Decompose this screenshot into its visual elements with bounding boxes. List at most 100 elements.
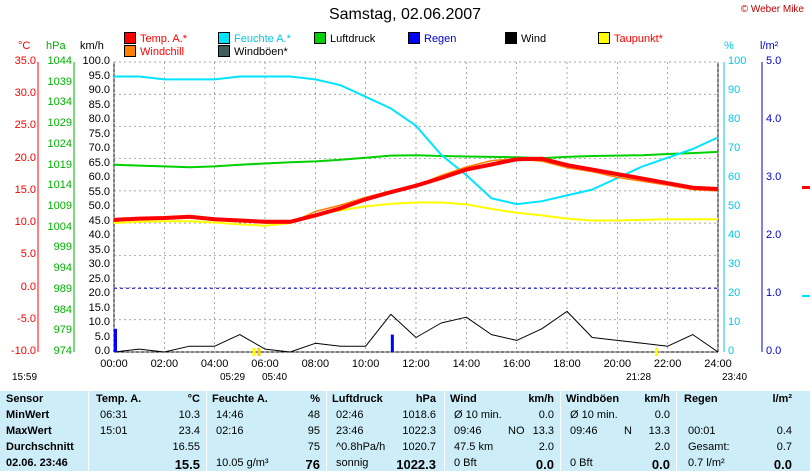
temp-tick: -5.0	[17, 312, 36, 325]
pressure-tick: 1044	[47, 55, 72, 67]
row-label: 02.06. 23:46	[6, 457, 68, 469]
windboen-value: 0.0	[651, 457, 670, 472]
rain-tick: 5.0	[766, 55, 782, 67]
table-column-separator	[444, 391, 445, 471]
rain-tick: 0.0	[766, 345, 782, 357]
wind-tick: 50.0	[88, 200, 110, 212]
wind-value: 13.3	[532, 425, 554, 437]
legend-item-7: Windböen*	[218, 45, 288, 58]
windboen-direction: N	[624, 425, 632, 437]
temp-tick: 5.0	[20, 248, 36, 261]
pressure-tick: 1039	[47, 75, 72, 88]
luftdruck-time: 23:46	[336, 425, 364, 437]
table-column-separator	[88, 391, 89, 471]
humidity-tick: 80	[728, 113, 741, 125]
humidity-tick: 30	[728, 258, 741, 270]
regen-label: Gesamt:	[688, 441, 730, 453]
sunrise-time: 05:29	[220, 372, 246, 383]
humidity-tick: 90	[728, 84, 741, 96]
legend-label: Windböen*	[234, 46, 288, 58]
windboen-value: 2.0	[654, 441, 670, 453]
windboen-label: Ø 10 min.	[570, 409, 618, 421]
regen-value: 0.4	[776, 425, 792, 437]
table-column-separator	[206, 391, 207, 471]
pressure-tick: 989	[53, 282, 72, 295]
chart-title: Samstag, 02.06.2007	[328, 6, 482, 23]
pressure-tick: 1004	[47, 220, 72, 233]
humidity-tick: 60	[728, 171, 741, 183]
right-humidity-mark	[802, 295, 810, 297]
legend-swatch	[314, 32, 326, 44]
pressure-tick: 974	[53, 345, 72, 357]
right-temp-mark	[802, 186, 810, 189]
header-luftdruck-unit: hPa	[415, 393, 436, 405]
wind-tick: 80.0	[88, 113, 110, 125]
rain-tick: 1.0	[766, 287, 782, 299]
header-wind: Wind	[450, 393, 477, 405]
pressure-tick: 984	[53, 303, 72, 316]
rain-bar	[390, 334, 394, 352]
series-line-tempa	[113, 156, 719, 224]
legend-swatch	[408, 32, 420, 44]
wind-tick: 25.0	[88, 272, 110, 285]
wind-tick: 90.0	[88, 84, 110, 96]
temp-tick: 25.0	[14, 119, 36, 132]
copyright-text: © Weber Mike	[740, 4, 804, 15]
pressure-tick: 1019	[47, 158, 72, 171]
wind-tick: 10.0	[88, 316, 110, 328]
wind-value: 2.0	[538, 441, 554, 453]
pressure-tick: 994	[53, 262, 72, 275]
humidity-tick: 50	[728, 200, 741, 212]
wind-value: 0.0	[535, 457, 554, 472]
time-tick: 00:00	[100, 358, 128, 370]
feuchte-time: 02:16	[216, 425, 244, 437]
header-feuchte-unit: %	[310, 393, 320, 405]
time-tick: 08:00	[301, 358, 330, 370]
luftdruck-value: 1022.3	[396, 457, 436, 472]
rain-unit-label: l/m²	[760, 40, 779, 52]
table-column-separator	[326, 391, 327, 471]
wind-unit-label: km/h	[80, 40, 104, 52]
header-temp-unit: °C	[187, 393, 200, 405]
header-regen: Regen	[684, 393, 718, 405]
wind-value: 0.0	[538, 409, 554, 421]
time-tick: 12:00	[402, 358, 430, 370]
pressure-tick: 1029	[47, 117, 72, 130]
luftdruck-value: 1020.7	[402, 441, 436, 453]
temp-value: 23.4	[178, 425, 200, 437]
wind-tick: 45.0	[88, 214, 110, 227]
sunset-time-2: 23:40	[722, 372, 748, 383]
luftdruck-time: sonnig	[336, 457, 369, 469]
legend-label: Wind	[521, 33, 547, 45]
humidity-tick: 70	[728, 142, 741, 154]
luftdruck-time: 02:46	[336, 409, 364, 421]
luftdruck-time: ^0.8hPa/h	[336, 441, 386, 453]
header-temp: Temp. A.	[96, 393, 142, 405]
humidity-unit-label: %	[724, 40, 734, 52]
windboen-value: 13.3	[648, 425, 670, 437]
temp-unit-label: °C	[18, 40, 31, 52]
legend-item-5: Taupunkt*	[598, 32, 663, 45]
time-tick: 22:00	[653, 358, 682, 370]
rain-tick: 4.0	[766, 113, 782, 125]
legend-label: Regen	[424, 33, 457, 45]
row-label: MinWert	[6, 409, 50, 421]
wind-tick: 70.0	[88, 142, 110, 154]
wind-tick: 100.0	[82, 55, 110, 67]
header-feuchte: Feuchte A.	[212, 393, 268, 405]
wind-tick: 75.0	[88, 127, 110, 140]
legend-label: Temp. A.*	[140, 33, 188, 45]
feuchte-time: 10.05 g/m³	[216, 457, 269, 469]
windboen-label: 09:46	[570, 425, 598, 437]
feuchte-value: 95	[307, 425, 320, 437]
temp-tick: -10.0	[10, 345, 36, 357]
legend-item-0: Temp. A.*	[124, 32, 187, 45]
pressure-tick: 1024	[47, 137, 72, 150]
wind-tick: 5.0	[94, 330, 110, 343]
table-column-separator	[560, 391, 561, 471]
legend-swatch	[124, 32, 136, 44]
legend-swatch	[218, 32, 230, 44]
legend-swatch	[124, 45, 136, 57]
temp-value: 10.3	[178, 409, 200, 421]
legend-label: Feuchte A.*	[234, 33, 291, 45]
